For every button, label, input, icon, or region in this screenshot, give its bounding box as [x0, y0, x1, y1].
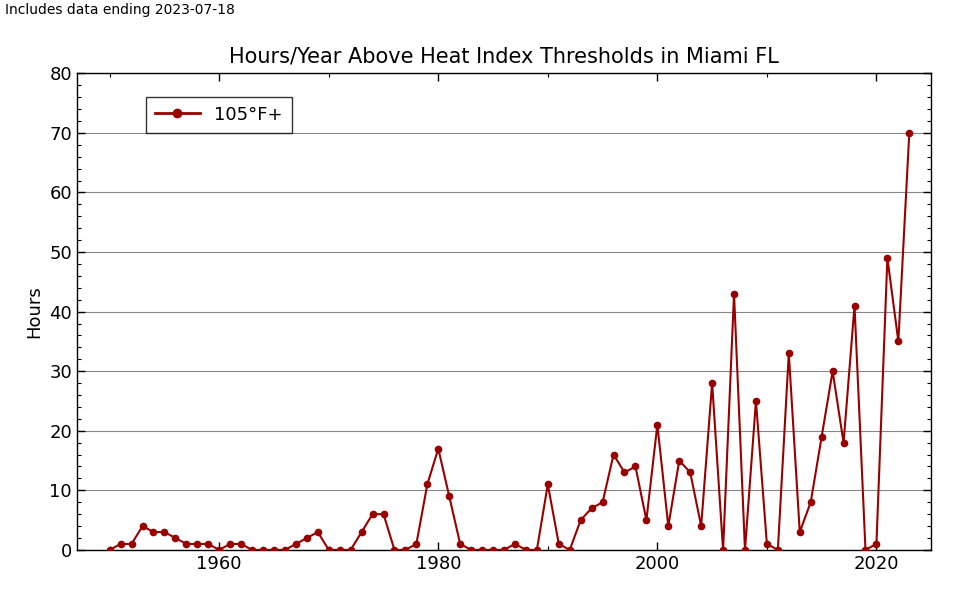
Title: Hours/Year Above Heat Index Thresholds in Miami FL: Hours/Year Above Heat Index Thresholds i…	[229, 46, 779, 66]
Text: Includes data ending 2023-07-18: Includes data ending 2023-07-18	[5, 3, 234, 17]
Legend: 105°F+: 105°F+	[146, 97, 292, 133]
Y-axis label: Hours: Hours	[26, 285, 43, 338]
